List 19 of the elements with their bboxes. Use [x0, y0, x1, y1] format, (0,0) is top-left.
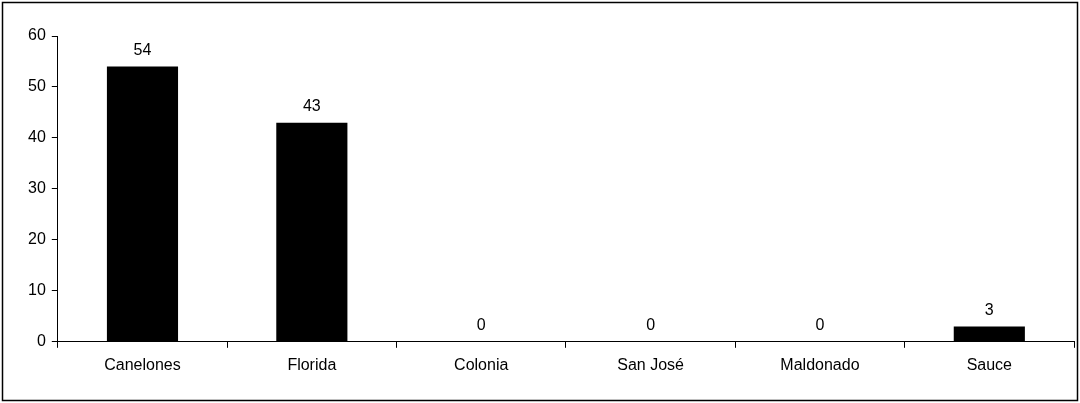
data-label: 3	[984, 300, 994, 318]
x-tick-label: Maldonado	[780, 355, 860, 373]
data-label: 0	[815, 316, 825, 334]
x-tick-label: Florida	[287, 355, 337, 373]
data-label: 0	[476, 316, 486, 334]
data-label: 43	[302, 97, 321, 115]
y-tick-label: 60	[28, 26, 46, 44]
y-tick-label: 40	[28, 128, 46, 146]
x-tick-label: Sauce	[966, 355, 1013, 373]
x-tick-label: Colonia	[454, 355, 509, 373]
y-tick-label: 10	[28, 281, 46, 299]
x-tick-label: San José	[617, 355, 685, 373]
data-label: 0	[646, 316, 656, 334]
data-label: 54	[133, 40, 152, 58]
y-tick-label: 0	[36, 332, 46, 350]
x-tick-label: Canelones	[104, 355, 181, 373]
y-tick-label: 30	[28, 179, 46, 197]
y-tick-label: 20	[28, 230, 46, 248]
y-tick-label: 50	[28, 77, 46, 95]
